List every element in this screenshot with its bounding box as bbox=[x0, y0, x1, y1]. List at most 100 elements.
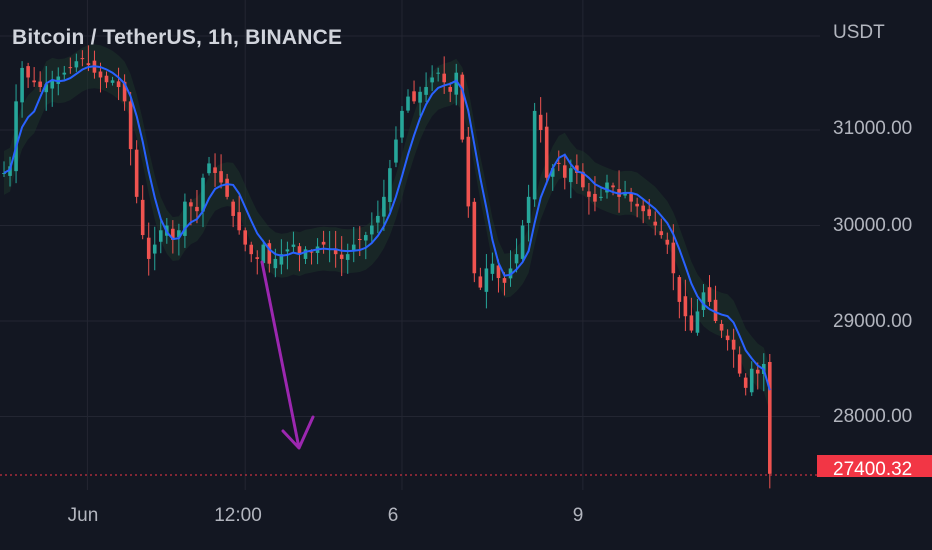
candle bbox=[38, 71, 42, 92]
candle bbox=[689, 297, 694, 333]
candle bbox=[599, 187, 603, 201]
candle bbox=[768, 353, 772, 489]
candle bbox=[466, 127, 471, 218]
candle bbox=[44, 66, 49, 111]
candle bbox=[152, 226, 157, 271]
candle bbox=[134, 140, 139, 204]
candle bbox=[2, 161, 6, 177]
candle bbox=[508, 250, 513, 287]
candle bbox=[641, 199, 645, 224]
candle bbox=[556, 150, 561, 172]
candle bbox=[695, 298, 700, 336]
moving-average-line bbox=[3, 65, 771, 391]
candle bbox=[243, 227, 247, 252]
candle bbox=[219, 154, 223, 189]
candle bbox=[719, 319, 724, 339]
candle bbox=[68, 57, 73, 74]
candle bbox=[743, 373, 748, 396]
candle bbox=[581, 163, 585, 191]
chart-grid bbox=[0, 0, 820, 490]
currency-label: USDT bbox=[833, 22, 885, 43]
candle bbox=[544, 112, 549, 185]
candle bbox=[400, 106, 404, 143]
candle bbox=[460, 72, 465, 143]
candle bbox=[562, 153, 567, 190]
candle bbox=[309, 249, 314, 265]
candles bbox=[2, 45, 772, 489]
ma-band bbox=[4, 44, 770, 413]
candle bbox=[140, 185, 145, 240]
ma-path bbox=[3, 65, 771, 391]
candle bbox=[665, 232, 670, 254]
candle bbox=[701, 284, 706, 318]
y-tick-28000: 28000.00 bbox=[833, 406, 913, 427]
y-tick-29000: 29000.00 bbox=[833, 311, 913, 332]
candle bbox=[659, 218, 664, 239]
candle bbox=[406, 89, 410, 113]
candle bbox=[357, 226, 362, 256]
candle bbox=[677, 275, 682, 319]
candle bbox=[611, 182, 615, 196]
candle bbox=[345, 243, 350, 274]
candle bbox=[683, 279, 688, 332]
candle bbox=[104, 71, 109, 89]
candle bbox=[146, 222, 151, 276]
candle bbox=[62, 65, 67, 80]
candle bbox=[635, 197, 639, 218]
y-tick-31000: 31000.00 bbox=[833, 118, 913, 139]
candle bbox=[424, 72, 428, 103]
candle bbox=[177, 223, 181, 256]
candle bbox=[737, 346, 742, 377]
candle bbox=[201, 173, 205, 228]
candle bbox=[472, 198, 477, 283]
candle bbox=[158, 217, 163, 254]
candle bbox=[382, 179, 386, 231]
candle bbox=[532, 102, 537, 207]
drawing-arrow[interactable] bbox=[260, 260, 315, 450]
candle bbox=[231, 199, 235, 228]
x-tick-jun: Jun bbox=[67, 505, 99, 526]
candle bbox=[297, 242, 302, 272]
candle bbox=[339, 236, 344, 277]
candle bbox=[237, 195, 241, 235]
candle bbox=[731, 328, 736, 368]
candle bbox=[213, 153, 217, 187]
x-tick-9: 9 bbox=[572, 505, 584, 526]
candle bbox=[448, 82, 453, 103]
arrow-path bbox=[260, 260, 315, 450]
band-area bbox=[4, 44, 770, 413]
candle bbox=[261, 239, 266, 266]
candle bbox=[189, 198, 193, 226]
candle bbox=[303, 246, 308, 265]
candle bbox=[430, 65, 434, 92]
candle bbox=[587, 183, 591, 215]
candle bbox=[279, 239, 284, 275]
candle bbox=[122, 74, 127, 111]
x-tick-6: 6 bbox=[387, 505, 399, 526]
candle bbox=[110, 76, 115, 86]
candle bbox=[50, 70, 55, 107]
candle bbox=[267, 239, 272, 273]
candle bbox=[484, 254, 489, 309]
candle bbox=[707, 275, 712, 307]
candle bbox=[755, 362, 760, 390]
candle bbox=[526, 184, 531, 242]
candle bbox=[593, 176, 597, 212]
candle bbox=[725, 329, 730, 351]
candle bbox=[575, 154, 579, 184]
candle bbox=[291, 231, 296, 254]
candle bbox=[569, 159, 573, 199]
candle bbox=[713, 285, 718, 324]
candle bbox=[514, 238, 519, 273]
candle bbox=[370, 212, 374, 244]
candle bbox=[412, 80, 416, 104]
candle bbox=[116, 67, 121, 101]
candle bbox=[14, 84, 18, 184]
candle bbox=[653, 211, 658, 236]
candle bbox=[605, 174, 609, 199]
candle bbox=[128, 91, 133, 166]
candle bbox=[418, 86, 422, 116]
candle bbox=[249, 241, 254, 263]
candle bbox=[436, 67, 440, 82]
